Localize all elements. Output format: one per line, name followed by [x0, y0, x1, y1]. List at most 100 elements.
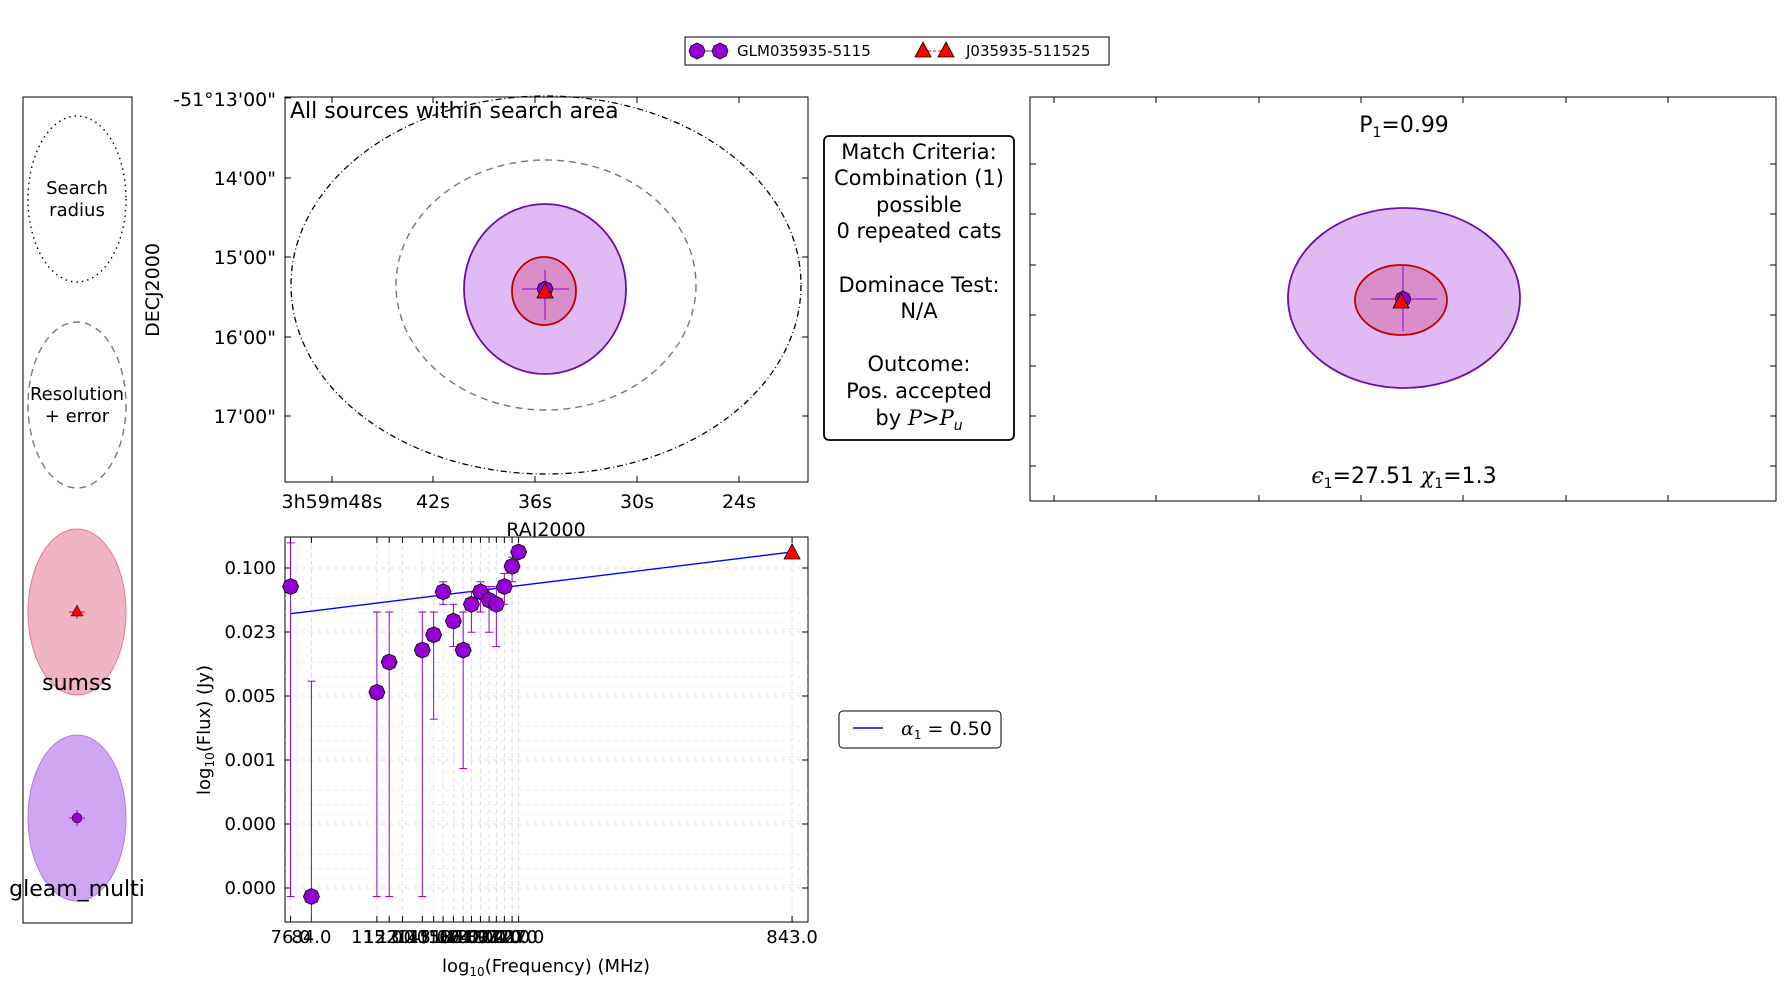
- sed-xtick-label: 143.0: [397, 927, 449, 948]
- resolution-ellipse: [395, 159, 697, 411]
- zoom-panel: P1=0.99 ϵ1=27.51 χ1=1.3: [1029, 96, 1777, 502]
- sed-gleam-point: [503, 556, 521, 583]
- criteria-box: Match Criteria: Combination (1) possible…: [823, 135, 1015, 441]
- sed-xtick-label: 151.0: [408, 927, 460, 948]
- sed-gleam-point: [380, 611, 398, 898]
- criteria-line: Pos. accepted: [846, 379, 992, 403]
- sed-xtick-label: 843.0: [766, 927, 818, 948]
- sed-xtick-label: 130.0: [377, 927, 429, 948]
- sed-marker-circle: [413, 641, 431, 659]
- sky-xtick-label: 3h59m48s: [282, 491, 383, 513]
- sed-xtick-label: 174.0: [437, 927, 489, 948]
- criteria-line: N/A: [900, 299, 938, 323]
- criteria-line: possible: [876, 193, 962, 217]
- sed-marker-circle: [503, 557, 521, 575]
- criteria-line: Outcome:: [868, 352, 971, 376]
- sed-marker-circle: [302, 888, 320, 905]
- sed-points: [282, 542, 801, 922]
- sed-marker-circle: [380, 653, 398, 671]
- sed-xtick-label: 189.0: [455, 927, 507, 948]
- sky-xtick-label: 24s: [722, 491, 756, 513]
- sed-xtick-label: 204.0: [471, 927, 523, 948]
- sed-gleam-point: [413, 611, 431, 898]
- sed-ytick-label: 0.001: [224, 750, 276, 771]
- sky-y-ticks: [285, 97, 808, 417]
- sky-xtick-label: 36s: [518, 491, 552, 513]
- key-resolution-ellipse: [27, 321, 127, 489]
- sed-marker-circle: [434, 583, 452, 601]
- sed-fit: [290, 551, 793, 615]
- sed-marker-circle: [425, 626, 443, 644]
- legend-label-j: J035935-511525: [965, 42, 1090, 60]
- sed-xtick-label: 166.0: [428, 927, 480, 948]
- criteria-line: Combination (1): [834, 166, 1004, 190]
- sky-panel-title: All sources within search area: [290, 99, 619, 124]
- key-sumss-label: sumss: [42, 671, 112, 696]
- key-gleam-marker: [69, 810, 85, 826]
- sed-ytick-label: 0.000: [224, 814, 276, 835]
- sed-xtick-label: 158.0: [417, 927, 469, 948]
- sed-marker-triangle: [783, 543, 801, 560]
- sed-xtick-label: 197.0: [463, 927, 515, 948]
- sed-xlabel: log10(Frequency) (MHz): [442, 956, 650, 979]
- legend-marker-circle: [688, 42, 729, 60]
- sed-sumss-point: [783, 543, 801, 560]
- sky-ytick-label: 16'00": [214, 327, 276, 349]
- sed-marker-circle: [510, 543, 528, 561]
- sed-gleam-point: [510, 543, 528, 561]
- sed-marker-circle: [462, 595, 480, 613]
- sed-ytick-label: 0.023: [224, 622, 276, 643]
- sed-panel: 76.084.0 115.0122.0130.0143.0151.0158.016…: [194, 536, 818, 979]
- top-legend: GLM035935-5115 J035935-511525: [684, 36, 1110, 66]
- sky-ytick-label: 15'00": [214, 247, 276, 269]
- key-panel: Search radius Resolution + error sumss gle…: [9, 96, 145, 924]
- sky-ylabel: DECJ2000: [142, 243, 164, 337]
- sed-ytick-label: 0.005: [224, 686, 276, 707]
- sed-marker-circle: [444, 612, 462, 630]
- sed-ticks: [285, 537, 808, 922]
- sed-gleam-point: [434, 581, 452, 605]
- sed-gleam-point: [282, 542, 299, 898]
- search-radius-ellipse: [290, 95, 802, 475]
- sed-xtick-label: 84.0: [291, 927, 331, 948]
- zoom-stats: ϵ1=27.51 χ1=1.3: [1311, 464, 1496, 492]
- sed-gleam-point: [495, 572, 513, 605]
- zoom-probability: P1=0.99: [1359, 113, 1449, 141]
- sed-xtick-labels: 76.084.0 115.0122.0130.0143.0151.0158.016…: [271, 927, 818, 948]
- legend-marker-triangle: [914, 41, 955, 58]
- zoom-ticks: [1030, 97, 1776, 501]
- key-search-radius-ellipse: [27, 115, 127, 283]
- sed-xtick-label: 220.0: [486, 927, 538, 948]
- sed-xtick-label: 212.0: [479, 927, 531, 948]
- sed-xtick-label: 227.0: [493, 927, 545, 948]
- sky-xtick-label: 42s: [416, 491, 450, 513]
- sed-xtick-label: 181.0: [446, 927, 498, 948]
- criteria-line: Match Criteria:: [841, 140, 996, 164]
- sed-ytick-label: 0.000: [224, 878, 276, 899]
- sed-ytick-labels: 0.100 0.023 0.005 0.001 0.000 0.000: [224, 558, 276, 899]
- sed-gleam-point: [487, 586, 505, 648]
- sky-xlabel: RAJ2000: [506, 519, 585, 541]
- sed-ytick-label: 0.100: [224, 558, 276, 579]
- sed-ylabel: log10(Flux) (Jy): [194, 665, 217, 795]
- sed-gleam-point: [302, 680, 320, 922]
- sky-ytick-label: 14'00": [214, 168, 276, 190]
- sed-xtick-label: 115.0: [351, 927, 403, 948]
- legend-label-glm: GLM035935-5115: [737, 42, 871, 60]
- sed-marker-circle: [487, 595, 505, 613]
- zoom-sumss-point: [1392, 292, 1410, 309]
- key-gleam-label: gleam_multi: [9, 877, 145, 902]
- sky-sumss-point: [536, 282, 554, 299]
- sed-legend-label: α1 = 0.50: [901, 718, 992, 742]
- sed-marker-circle: [368, 683, 386, 701]
- sed-gleam-point: [368, 611, 386, 898]
- sky-ytick-label: 17'00": [214, 406, 276, 428]
- sky-ytick-label: -51°13'00": [173, 89, 276, 111]
- key-search-radius-label: Search radius: [46, 178, 108, 221]
- sky-panel: All sources within search area 3h59m48s …: [142, 89, 809, 541]
- sed-gleam-point: [454, 611, 472, 770]
- sed-gleam-point: [462, 591, 480, 633]
- sed-legend: α1 = 0.50: [838, 710, 1002, 749]
- sed-fit-line: [290, 551, 793, 615]
